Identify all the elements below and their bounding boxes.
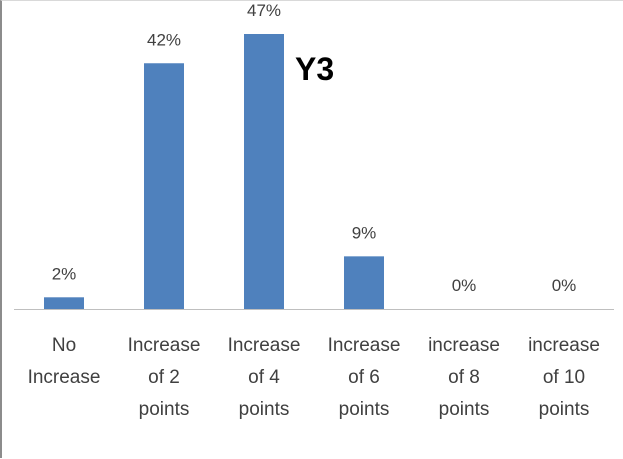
bar-1 — [144, 63, 184, 310]
data-label-3: 9% — [352, 223, 377, 242]
data-label-1: 42% — [147, 30, 181, 49]
category-labels-layer: No Increase Increase of 2 points Increase of 4… — [28, 335, 600, 420]
category-label-1: Increase of 2 points — [128, 335, 201, 420]
bar-2 — [244, 34, 284, 309]
bar-0 — [44, 297, 84, 309]
data-labels-layer: 2% 42% 47% 9% 0% 0% — [52, 1, 577, 295]
data-label-0: 2% — [52, 264, 77, 283]
category-label-3: Increase of 6 points — [328, 335, 401, 420]
data-label-4: 0% — [452, 276, 477, 295]
category-label-0: No Increase — [28, 335, 101, 388]
category-label-4: increase of 8 points — [428, 335, 500, 420]
category-label-2: Increase of 4 points — [228, 335, 301, 420]
data-label-5: 0% — [552, 276, 577, 295]
category-label-5: increase of 10 points — [528, 335, 600, 420]
data-label-2: 47% — [247, 1, 281, 20]
chart-title: Y3 — [295, 51, 334, 87]
bars-layer — [44, 34, 384, 310]
bar-3 — [344, 256, 384, 309]
